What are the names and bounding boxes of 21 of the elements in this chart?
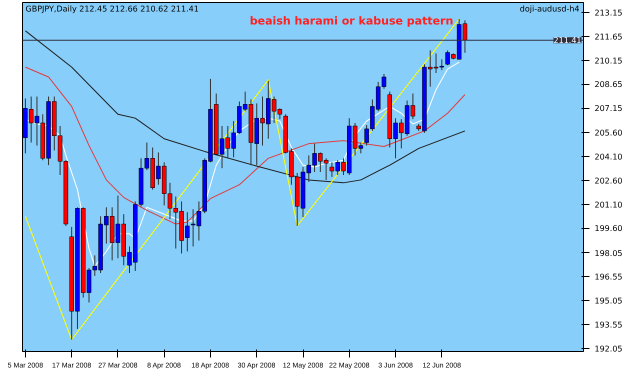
y-tick-label: 195.05 xyxy=(594,296,622,306)
y-tick-label: 211.65 xyxy=(594,32,622,42)
y-tick-label: 201.10 xyxy=(594,200,622,210)
y-tick-label: 193.55 xyxy=(594,320,622,330)
y-tick-label: 192.05 xyxy=(594,344,622,354)
annotation: doji-audusd-h4 xyxy=(520,4,580,14)
ref-line-label: 211.41 xyxy=(554,36,582,46)
y-tick-label: 208.65 xyxy=(594,80,622,90)
y-tick-label: 207.15 xyxy=(594,104,622,114)
y-tick-label: 198.05 xyxy=(594,248,622,258)
y-tick-label: 196.55 xyxy=(594,272,622,282)
y-tick-label: 205.60 xyxy=(594,128,622,138)
line-series xyxy=(24,30,466,184)
line-series xyxy=(24,66,466,225)
annotation: beaish harami or kabuse pattern xyxy=(250,14,454,28)
y-tick-label: 199.60 xyxy=(594,224,622,234)
y-tick-label: 210.15 xyxy=(594,56,622,66)
y-tick-label: 202.60 xyxy=(594,176,622,186)
y-tick-label: 213.15 xyxy=(594,8,622,18)
y-tick-label: 204.10 xyxy=(594,152,622,162)
chart-title: GBPJPY,Daily 212.45 212.66 210.62 211.41 xyxy=(26,4,199,14)
